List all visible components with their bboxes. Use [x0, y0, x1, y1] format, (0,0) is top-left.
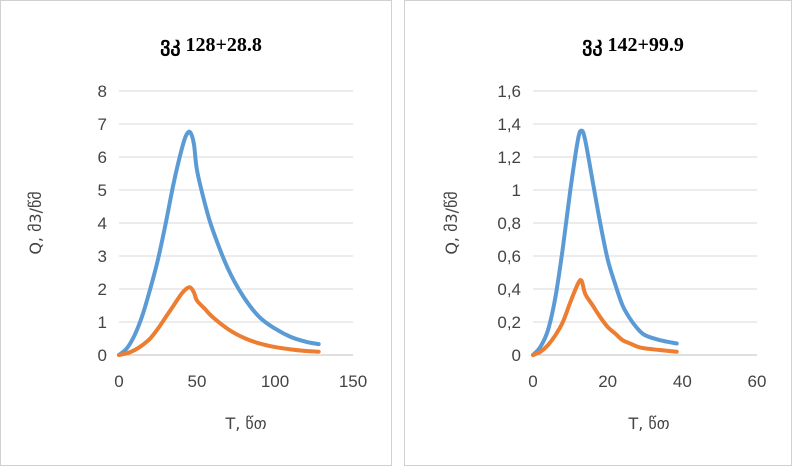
x-tick-label: 100 — [261, 372, 289, 391]
y-tick-label: 3 — [98, 247, 107, 266]
y-tick-label: 6 — [98, 148, 107, 167]
chart-right: ვკ 142+99.9 0 0,2 0,4 0,6 0,8 1 1,2 1,4 1,6 0 20 40 6… — [442, 34, 767, 433]
y-tick-label: 5 — [98, 181, 107, 200]
x-axis-label: T, წთ — [627, 414, 669, 433]
chart-panel-right: ვკ 142+99.9 0 0,2 0,4 0,6 0,8 1 1,2 1,4 1,6 0 20 40 6… — [404, 0, 792, 466]
x-tick-label: 0 — [528, 372, 537, 391]
y-tick-label: 0,8 — [497, 214, 521, 233]
y-tick-label: 1,4 — [497, 115, 521, 134]
chart-title: ვკ 142+99.9 — [582, 34, 684, 57]
y-tick-label: 1 — [98, 313, 107, 332]
chart-panel-left: ვკ 128+28.8 0 1 2 3 4 5 6 7 8 0 50 100 150 T, წთ Q, მ3/… — [0, 0, 392, 466]
y-tick-label: 0,4 — [497, 280, 521, 299]
x-tick-label: 40 — [673, 372, 692, 391]
chart-title: ვკ 128+28.8 — [160, 34, 262, 57]
series-line-1 — [117, 285, 321, 357]
y-tick-label: 0,6 — [497, 247, 521, 266]
x-tick-label: 0 — [114, 372, 123, 391]
y-tick-label: 0 — [98, 346, 107, 365]
y-tick-label: 2 — [98, 280, 107, 299]
y-axis-label: Q, მ3/წმ — [26, 191, 45, 254]
chart-left: ვკ 128+28.8 0 1 2 3 4 5 6 7 8 0 50 100 150 T, წთ Q, მ3/… — [26, 34, 367, 433]
y-tick-label: 4 — [98, 214, 107, 233]
x-tick-label: 60 — [748, 372, 767, 391]
x-tick-label: 50 — [188, 372, 207, 391]
series-line-0 — [531, 128, 679, 357]
y-tick-label: 0 — [512, 346, 521, 365]
y-tick-label: 1,6 — [497, 82, 521, 101]
y-tick-label: 1 — [512, 181, 521, 200]
series-line-1 — [531, 278, 679, 357]
y-tick-label: 1,2 — [497, 148, 521, 167]
y-tick-label: 7 — [98, 115, 107, 134]
x-axis-label: T, წთ — [224, 414, 266, 433]
y-tick-label: 8 — [98, 82, 107, 101]
x-tick-label: 20 — [598, 372, 617, 391]
y-axis-label: Q, მ3/წმ — [442, 191, 461, 254]
series-line-0 — [117, 129, 321, 357]
y-tick-label: 0,2 — [497, 313, 521, 332]
x-tick-label: 150 — [339, 372, 367, 391]
